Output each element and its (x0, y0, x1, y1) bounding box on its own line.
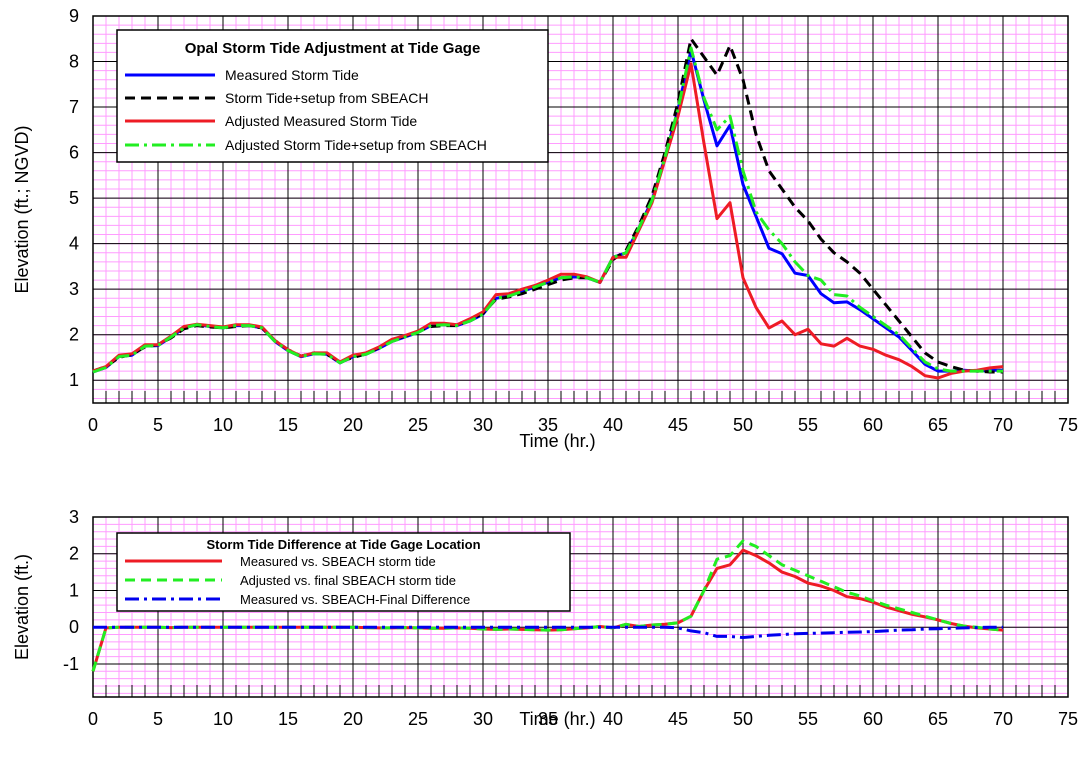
y-tick-label: 6 (69, 143, 79, 163)
x-axis-title: Time (hr.) (519, 431, 595, 451)
legend-label: Measured vs. SBEACH storm tide (240, 554, 436, 569)
x-tick-label: 5 (153, 709, 163, 729)
series-line (92, 46, 1003, 374)
y-axis-title: Elevation (ft.) (12, 554, 32, 660)
x-tick-label: 55 (798, 709, 818, 729)
y-tick-label: 0 (69, 617, 79, 637)
x-tick-label: 75 (1058, 415, 1078, 435)
x-tick-label: 25 (408, 415, 428, 435)
x-tick-label: 70 (993, 709, 1013, 729)
legend-label: Storm Tide+setup from SBEACH (225, 90, 428, 106)
plot-frame (92, 516, 1069, 698)
legend: Storm Tide Difference at Tide Gage Locat… (116, 532, 571, 612)
y-tick-label: -1 (63, 654, 79, 674)
x-tick-label: 50 (733, 709, 753, 729)
y-tick-label: 1 (69, 370, 79, 390)
y-tick-label: 3 (69, 279, 79, 299)
x-tick-label: 45 (668, 415, 688, 435)
legend-label: Adjusted Measured Storm Tide (225, 113, 417, 129)
legend-title: Opal Storm Tide Adjustment at Tide Gage (185, 40, 481, 57)
plot-frame (92, 15, 1069, 404)
x-tick-label: 55 (798, 415, 818, 435)
y-axis-title: Elevation (ft.; NGVD) (12, 125, 32, 293)
y-tick-label: 4 (69, 234, 79, 254)
x-tick-label: 60 (863, 709, 883, 729)
subplot: 0 5 10 15 20 25 30 35 40 45 50 55 60 65 70 75123456789T… (12, 6, 1078, 451)
x-tick-label: 40 (603, 709, 623, 729)
x-tick-label: 60 (863, 415, 883, 435)
x-tick-label: 65 (928, 709, 948, 729)
x-tick-label: 0 (88, 709, 98, 729)
x-tick-label: 35 (538, 415, 558, 435)
subplot: 0 5 10 15 20 25 30 35 40 45 50 55 60 65 70 75 -1 0 1 2 3 Time… (12, 507, 1078, 729)
x-tick-label: 75 (1058, 709, 1078, 729)
x-tick-label: 35 (538, 709, 558, 729)
y-tick-label: 8 (69, 52, 79, 72)
legend-label: Adjusted Storm Tide+setup from SBEACH (225, 137, 487, 153)
x-tick-label: 15 (278, 709, 298, 729)
legend-label: Adjusted vs. final SBEACH storm tide (240, 573, 456, 588)
y-tick-label: 5 (69, 188, 79, 208)
x-tick-label: 5 (153, 415, 163, 435)
legend-label: Measured vs. SBEACH-Final Difference (240, 592, 470, 607)
x-tick-label: 50 (733, 415, 753, 435)
x-tick-label: 40 (603, 415, 623, 435)
y-tick-label: 3 (69, 507, 79, 527)
legend: Opal Storm Tide Adjustment at Tide Gage M… (116, 29, 549, 163)
x-tick-label: 65 (928, 415, 948, 435)
x-axis-title: Time (hr.) (519, 709, 595, 729)
x-tick-label: 70 (993, 415, 1013, 435)
y-tick-label: 2 (69, 325, 79, 345)
x-tick-label: 30 (473, 415, 493, 435)
y-tick-label: 2 (69, 544, 79, 564)
x-tick-label: 0 (88, 415, 98, 435)
y-tick-label: 9 (69, 6, 79, 26)
series-line (91, 539, 1004, 672)
legend-label: Measured Storm Tide (225, 67, 359, 83)
y-tick-label: 1 (69, 580, 79, 600)
series-line (93, 625, 1003, 639)
x-tick-label: 10 (213, 709, 233, 729)
x-tick-label: 45 (668, 709, 688, 729)
x-tick-label: 20 (343, 415, 363, 435)
x-tick-label: 15 (278, 415, 298, 435)
y-tick-label: 7 (69, 97, 79, 117)
legend-title: Storm Tide Difference at Tide Gage Locat… (206, 537, 480, 552)
x-tick-label: 10 (213, 415, 233, 435)
x-tick-label: 25 (408, 709, 428, 729)
legend-box (116, 29, 549, 163)
x-tick-label: 30 (473, 709, 493, 729)
x-tick-label: 20 (343, 709, 363, 729)
